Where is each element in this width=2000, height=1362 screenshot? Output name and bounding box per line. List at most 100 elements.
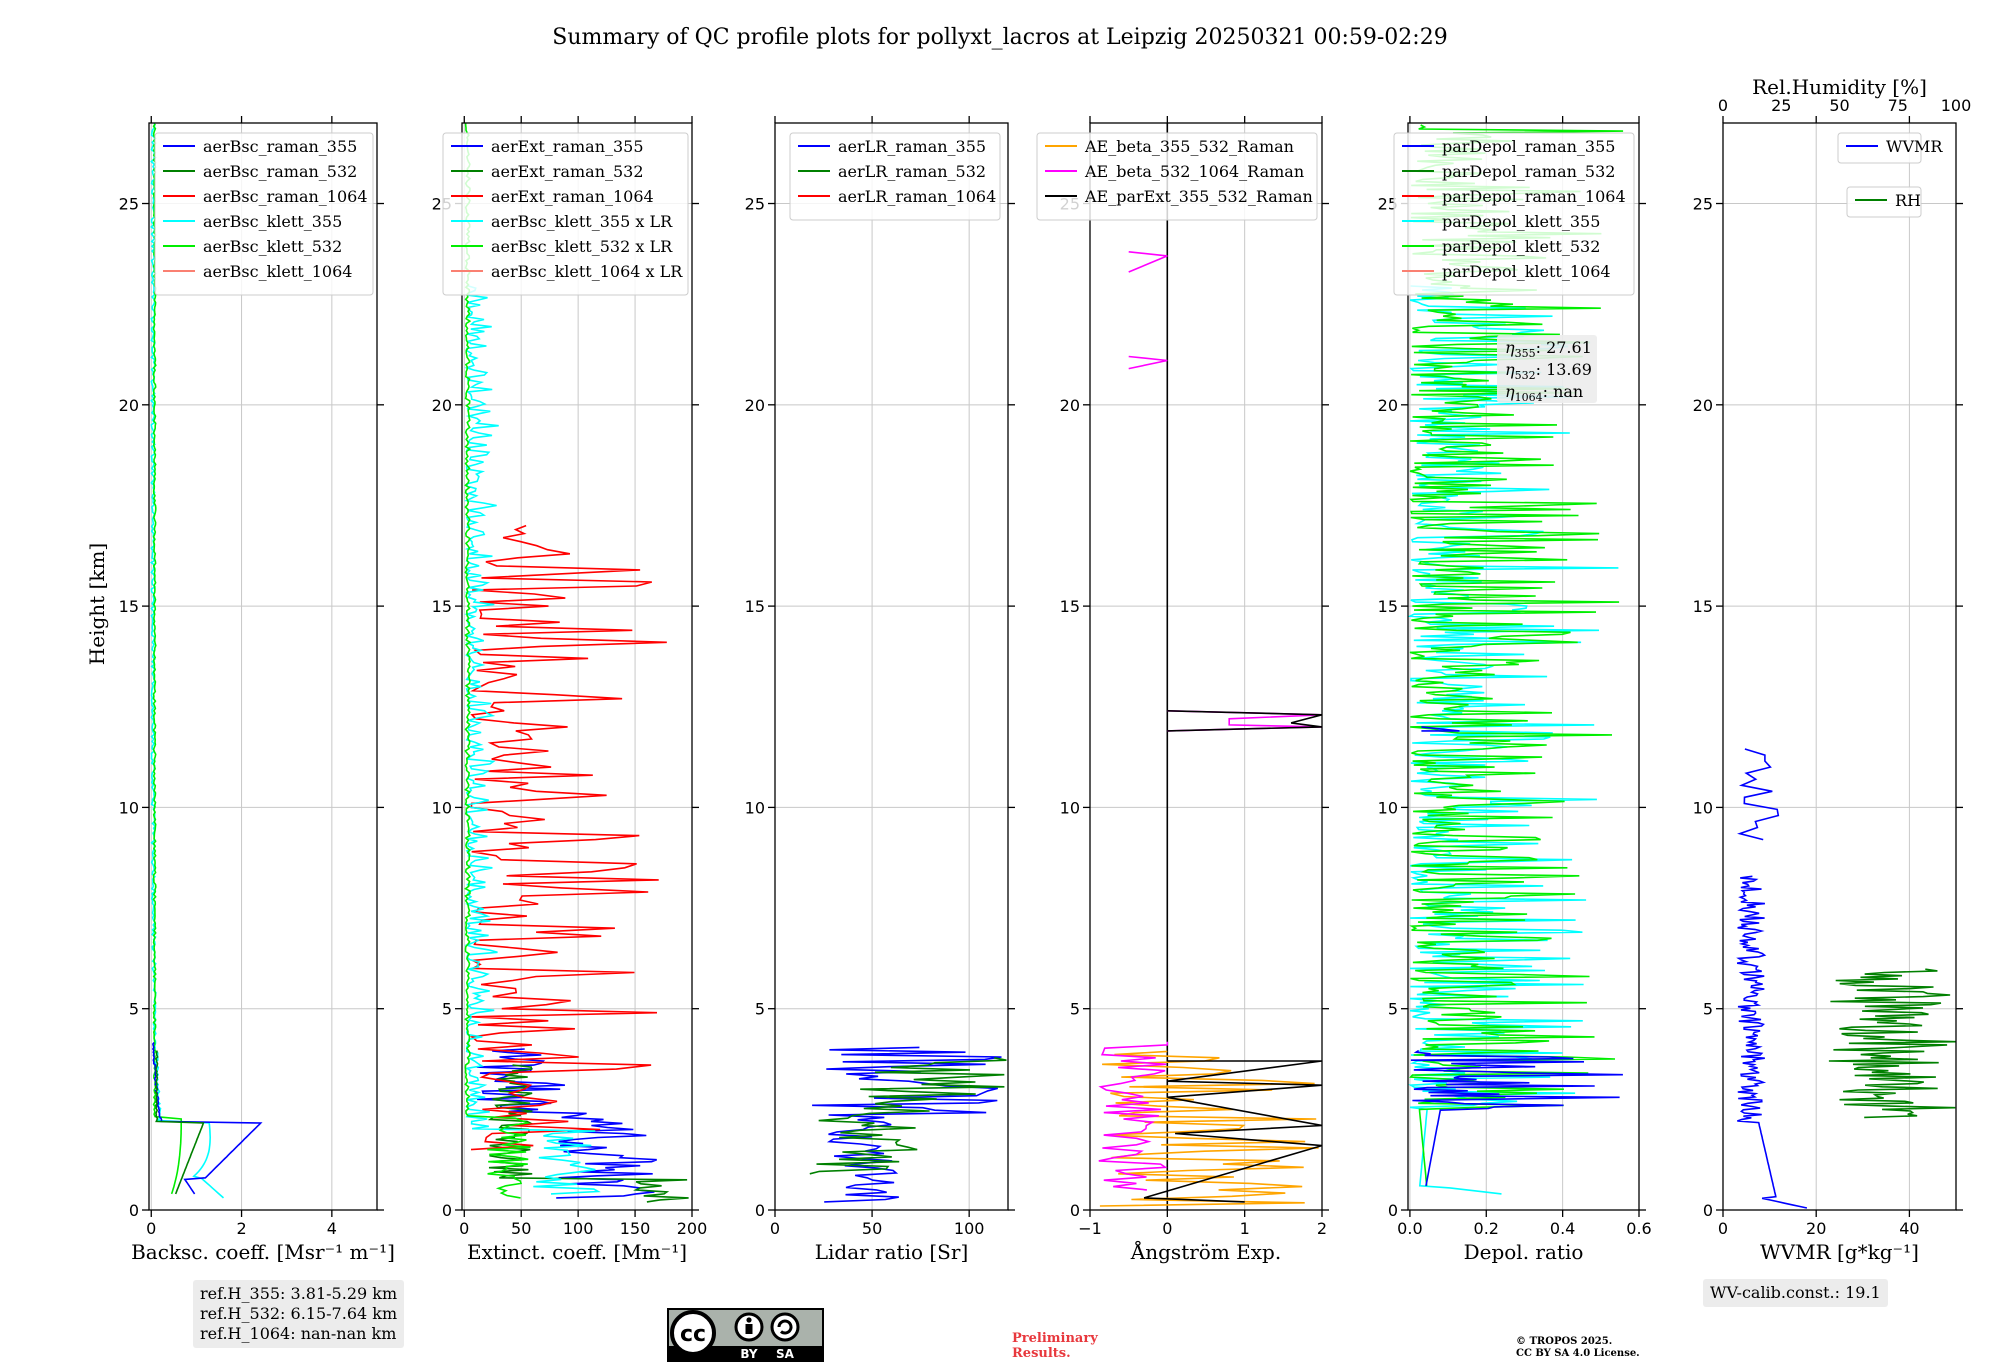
legend-entry: aerBsc_raman_532 (203, 162, 357, 181)
panel-wv: 0 20 40 0 5 10 15 20 25 WVMR [g*kg⁻¹] 0 25 50 75 100 Re… (1693, 75, 1972, 1264)
preliminary-note: Preliminary Results. (1012, 1331, 1098, 1361)
y-tick-label: 15 (745, 597, 765, 616)
copyright-note: © TROPOS 2025. CC BY SA 4.0 License. (1516, 1336, 1640, 1360)
y-tick-label: 5 (129, 1000, 139, 1019)
y-tick-label: 10 (745, 798, 765, 817)
legend-entry: aerBsc_klett_355 x LR (491, 212, 673, 231)
trace-AE_beta_532_1064_23km (1128, 251, 1168, 273)
y-tick-label: 0 (1070, 1201, 1080, 1220)
x-tick-label: 0 (459, 1219, 469, 1238)
x-tick-label: 0.0 (1397, 1219, 1422, 1238)
x-tick-label: 150 (620, 1219, 651, 1238)
eta-355: η355: 27.61 (1505, 338, 1592, 360)
x-axis-label: Lidar ratio [Sr] (815, 1240, 969, 1264)
y-axis-label: Height [km] (85, 543, 109, 665)
y-tick-label: 20 (119, 396, 139, 415)
top-x-tick-label: 25 (1771, 96, 1791, 115)
trace-aerBsc_klett_532 (152, 123, 182, 1195)
x-tick-label: 0.2 (1474, 1219, 1499, 1238)
y-tick-label: 5 (1070, 1000, 1080, 1019)
legend-box (1393, 132, 1635, 296)
y-tick-label: 0 (755, 1201, 765, 1220)
y-tick-label: 15 (432, 597, 452, 616)
legend-entry: AE_beta_532_1064_Raman (1084, 162, 1304, 181)
x-tick-label: 200 (677, 1219, 708, 1238)
legend-box (1837, 132, 1922, 164)
x-tick-label: 0.4 (1550, 1219, 1575, 1238)
x-tick-label: 0 (146, 1219, 156, 1238)
panel-frame (1407, 122, 1640, 1211)
legend-entry: AE_beta_355_532_Raman (1084, 137, 1294, 156)
legend-entry: AE_parExt_355_532_Raman (1084, 187, 1313, 206)
y-tick-label: 15 (1060, 597, 1080, 616)
x-tick-label: 100 (954, 1219, 985, 1238)
preliminary-line-1: Preliminary (1012, 1331, 1098, 1346)
legend-box (154, 132, 374, 296)
trace-AE_beta_532_1064_21km (1128, 355, 1168, 370)
panel-frame (1722, 122, 1957, 1211)
x-tick-label: 0 (1162, 1219, 1172, 1238)
legend-entry: aerExt_raman_1064 (491, 187, 654, 206)
trace-AE_beta_355_532_Raman (1099, 1050, 1319, 1207)
cc-icon (670, 1310, 716, 1356)
legend-entry: parDepol_klett_355 (1442, 212, 1600, 231)
x-axis-label: Depol. ratio (1464, 1240, 1584, 1264)
panel-frame (461, 122, 693, 1211)
x-tick-label: 4 (327, 1219, 337, 1238)
y-tick-label: 20 (745, 396, 765, 415)
cc-icon-text: cc (680, 1322, 706, 1347)
traces-bsc (149, 123, 263, 1199)
y-tick-label: 10 (119, 798, 139, 817)
top-x-tick-label: 100 (1941, 96, 1972, 115)
trace-aerExt_raman_532 (487, 1064, 689, 1203)
trace-RH (1828, 968, 1956, 1119)
preliminary-line-2: Results. (1012, 1346, 1071, 1361)
y-tick-label: 0 (442, 1201, 452, 1220)
trace-aerExt_raman_1064 (469, 524, 667, 1151)
traces-lr (809, 1046, 1007, 1203)
y-tick-label: 20 (1378, 396, 1398, 415)
legend-box (1036, 132, 1318, 221)
x-axis-label: WVMR [g*kg⁻¹] (1760, 1240, 1919, 1264)
panel-frame (148, 122, 378, 1211)
sa-label: SA (776, 1347, 795, 1361)
ref-h-1064: ref.H_1064: nan-nan km (200, 1324, 397, 1343)
x-tick-label: 2 (1317, 1219, 1327, 1238)
top-x-tick-label: 50 (1829, 96, 1849, 115)
eta-1064: η1064: nan (1505, 382, 1583, 404)
panel-lr: 0 50 100 0 5 10 15 20 25 Lidar ratio [Sr] aerLR_ra… (745, 116, 1015, 1264)
y-tick-label: 15 (119, 597, 139, 616)
legend-entry: aerBsc_klett_532 x LR (491, 237, 673, 256)
trace-AE_parExt_355_532_Raman (1143, 1060, 1322, 1203)
y-tick-label: 5 (442, 1000, 452, 1019)
legend-entry: aerBsc_klett_1064 (203, 262, 352, 281)
traces-ext (464, 123, 689, 1203)
top-x-tick-label: 75 (1888, 96, 1908, 115)
panel-ae: −10120510152025Ångström Exp.AE_beta_355_… (1036, 116, 1329, 1264)
trace-parDepol_raman_355_12km (1421, 726, 1460, 732)
ref-h-532: ref.H_532: 6.15-7.64 km (200, 1304, 398, 1323)
x-tick-label: 0 (770, 1219, 780, 1238)
legend-entry: aerBsc_klett_1064 x LR (491, 262, 683, 281)
reference-height-box: ref.H_355: 3.81-5.29 km ref.H_532: 6.15-… (193, 1280, 405, 1348)
by-label: BY (740, 1347, 757, 1361)
y-tick-label: 5 (1703, 1000, 1713, 1019)
x-axis-label: Ångström Exp. (1130, 1239, 1281, 1264)
eta-532: η532: 13.69 (1505, 360, 1592, 382)
y-tick-label: 5 (1388, 1000, 1398, 1019)
legend-entry: aerBsc_klett_532 (203, 237, 342, 256)
trace-parDepol_klett_532 (1409, 124, 1624, 1186)
traces-wv (1736, 748, 1956, 1209)
legend-entry: aerExt_raman_532 (491, 162, 644, 181)
x-tick-label: 2 (236, 1219, 246, 1238)
trace-aerBsc_klett_532xLR (464, 123, 531, 1199)
y-tick-label: 0 (1388, 1201, 1398, 1220)
legend-entry: RH (1895, 191, 1921, 210)
top-x-tick-label: 0 (1718, 96, 1728, 115)
legend-entry: parDepol_raman_1064 (1442, 187, 1626, 206)
legend-entry: aerBsc_raman_355 (203, 137, 357, 156)
figure-title: Summary of QC profile plots for pollyxt_… (552, 25, 1447, 50)
x-tick-label: 0 (1718, 1219, 1728, 1238)
